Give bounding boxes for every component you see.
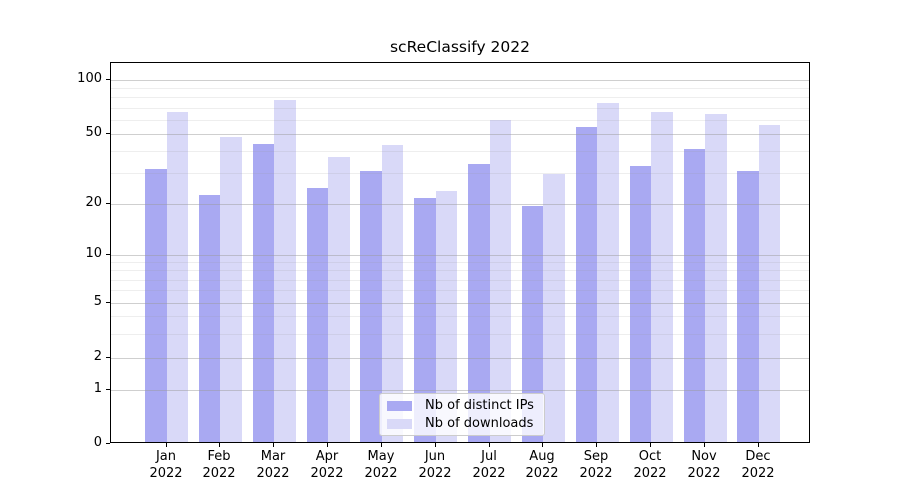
y-tick-label: 5 (93, 294, 102, 309)
x-tick-label: May 2022 (364, 449, 398, 481)
chart-title: scReClassify 2022 (389, 38, 531, 56)
y-tick-label: 100 (77, 71, 102, 86)
y-tick-label: 1 (93, 381, 102, 396)
x-tick-mark (596, 443, 597, 447)
gridline-major (111, 204, 809, 205)
y-tick-mark (106, 254, 110, 255)
bar-distinct-ips (575, 127, 598, 442)
bar-downloads (381, 145, 404, 442)
gridline-minor (111, 290, 809, 291)
bar-downloads (220, 136, 242, 442)
bar-distinct-ips (306, 188, 329, 442)
x-tick-label: Dec 2022 (741, 449, 775, 481)
gridline-minor (111, 108, 809, 109)
bars-layer (111, 63, 809, 442)
legend-swatch-distinct-ips (387, 400, 412, 411)
y-tick-mark (106, 357, 110, 358)
x-tick-mark (381, 443, 382, 447)
x-tick-mark (489, 443, 490, 447)
x-tick-mark (435, 443, 436, 447)
x-tick-mark (219, 443, 220, 447)
x-tick-mark (542, 443, 543, 447)
x-tick-mark (327, 443, 328, 447)
legend-swatch-downloads (387, 418, 412, 429)
y-tick-mark (106, 203, 110, 204)
x-tick-label: Nov 2022 (687, 449, 721, 481)
bar-distinct-ips (683, 149, 705, 442)
bar-downloads (705, 114, 727, 442)
y-tick-label: 10 (85, 246, 102, 261)
gridline-major (111, 255, 809, 256)
bar-downloads (543, 173, 565, 442)
legend-label-downloads: Nb of downloads (425, 416, 534, 431)
gridline-minor (111, 97, 809, 98)
bar-distinct-ips (252, 143, 275, 442)
gridline-major (111, 390, 809, 391)
plot-area: Nb of distinct IPs Nb of downloads (110, 62, 810, 443)
bar-downloads (435, 191, 458, 442)
bar-downloads (166, 111, 188, 442)
gridline-major (111, 303, 809, 304)
y-tick-label: 2 (93, 349, 102, 364)
gridline-minor (111, 88, 809, 89)
legend-row-distinct-ips: Nb of distinct IPs (387, 398, 536, 413)
y-tick-label: 20 (85, 195, 102, 210)
x-tick-mark (704, 443, 705, 447)
bar-distinct-ips (737, 171, 759, 442)
y-tick-mark (106, 133, 110, 134)
bar-distinct-ips (198, 194, 221, 442)
gridline-minor (111, 151, 809, 152)
y-tick-mark (106, 302, 110, 303)
y-tick-mark (106, 443, 110, 444)
gridline-minor (111, 173, 809, 174)
y-tick-mark (106, 79, 110, 80)
x-tick-label: Jan 2022 (149, 449, 183, 481)
gridline-major (111, 80, 809, 81)
y-tick-label: 0 (93, 435, 102, 450)
bar-distinct-ips (414, 198, 436, 442)
x-tick-label: Oct 2022 (633, 449, 667, 481)
legend-row-downloads: Nb of downloads (387, 416, 536, 431)
gridline-minor (111, 280, 809, 281)
bar-distinct-ips (629, 166, 652, 442)
x-tick-label: Sep 2022 (579, 449, 613, 481)
bar-downloads (489, 120, 512, 442)
bar-downloads (597, 102, 619, 442)
y-tick-label: 50 (85, 125, 102, 140)
x-tick-mark (650, 443, 651, 447)
x-tick-mark (758, 443, 759, 447)
bar-distinct-ips (521, 205, 544, 442)
grid-layer (111, 63, 809, 442)
y-tick-mark (106, 389, 110, 390)
x-tick-label: Mar 2022 (256, 449, 290, 481)
bar-downloads (651, 111, 673, 442)
gridline-minor (111, 262, 809, 263)
x-tick-label: Jun 2022 (418, 449, 452, 481)
bar-distinct-ips (145, 168, 167, 442)
x-tick-mark (166, 443, 167, 447)
bar-distinct-ips (360, 171, 382, 442)
gridline-minor (111, 120, 809, 121)
x-tick-label: Apr 2022 (310, 449, 344, 481)
bar-downloads (758, 124, 781, 442)
bar-downloads (274, 100, 296, 442)
gridline-major (111, 134, 809, 135)
x-tick-mark (273, 443, 274, 447)
legend-label-distinct-ips: Nb of distinct IPs (425, 398, 534, 413)
x-tick-label: Aug 2022 (525, 449, 559, 481)
x-tick-label: Feb 2022 (202, 449, 236, 481)
gridline-major (111, 358, 809, 359)
x-tick-label: Jul 2022 (472, 449, 506, 481)
bar-downloads (328, 157, 350, 442)
gridline-minor (111, 316, 809, 317)
legend: Nb of distinct IPs Nb of downloads (379, 393, 545, 436)
gridline-minor (111, 334, 809, 335)
gridline-minor (111, 270, 809, 271)
bar-distinct-ips (468, 163, 490, 442)
